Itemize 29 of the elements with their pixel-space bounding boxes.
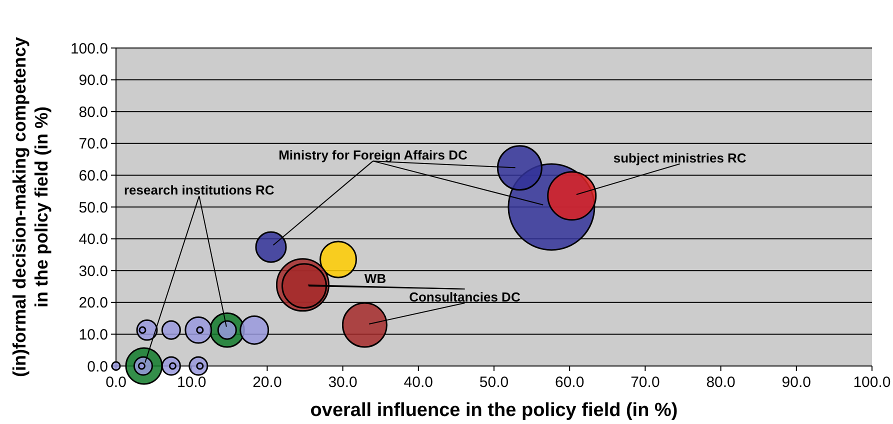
x-tick-label: 90.0 [782, 374, 811, 391]
x-tick-label: 50.0 [479, 374, 509, 391]
x-tick-label: 20.0 [252, 374, 282, 391]
annotation: research institutions RC [124, 182, 275, 198]
x-axis-title: overall influence in the policy field (in %) [310, 400, 678, 421]
x-tick-label: 60.0 [555, 374, 584, 391]
y-tick-label: 20.0 [78, 294, 108, 312]
annotation: subject ministries RC [613, 150, 747, 166]
y-tick-label: 50.0 [78, 199, 108, 216]
y-tick-label: 30.0 [78, 262, 108, 280]
y-tick-label: 40.0 [78, 231, 108, 248]
y-tick-label: 100.0 [70, 40, 108, 58]
y-tick-label: 0.0 [87, 358, 108, 376]
x-tick-label: 10.0 [177, 374, 206, 391]
x-tick-label: 100.0 [853, 374, 891, 391]
y-tick-label: 10.0 [78, 326, 108, 344]
y-tick-label: 60.0 [78, 167, 108, 184]
x-tick-label: 40.0 [404, 374, 433, 391]
y-tick-label: 90.0 [78, 72, 108, 90]
x-tick-label: 80.0 [706, 374, 736, 391]
y-axis-title: (in)formal decision-making competency in the policy field (in %) [9, 36, 52, 378]
annotation: WB [364, 271, 386, 286]
annotation: Consultancies DC [409, 290, 521, 305]
y-tick-label: 80.0 [78, 104, 108, 121]
x-tick-label: 70.0 [630, 374, 660, 391]
x-tick-label: 0.0 [106, 374, 126, 391]
y-tick-label: 70.0 [78, 136, 108, 153]
x-tick-label: 30.0 [328, 374, 358, 391]
annotation: Ministry for Foreign Affairs DC [278, 148, 468, 163]
